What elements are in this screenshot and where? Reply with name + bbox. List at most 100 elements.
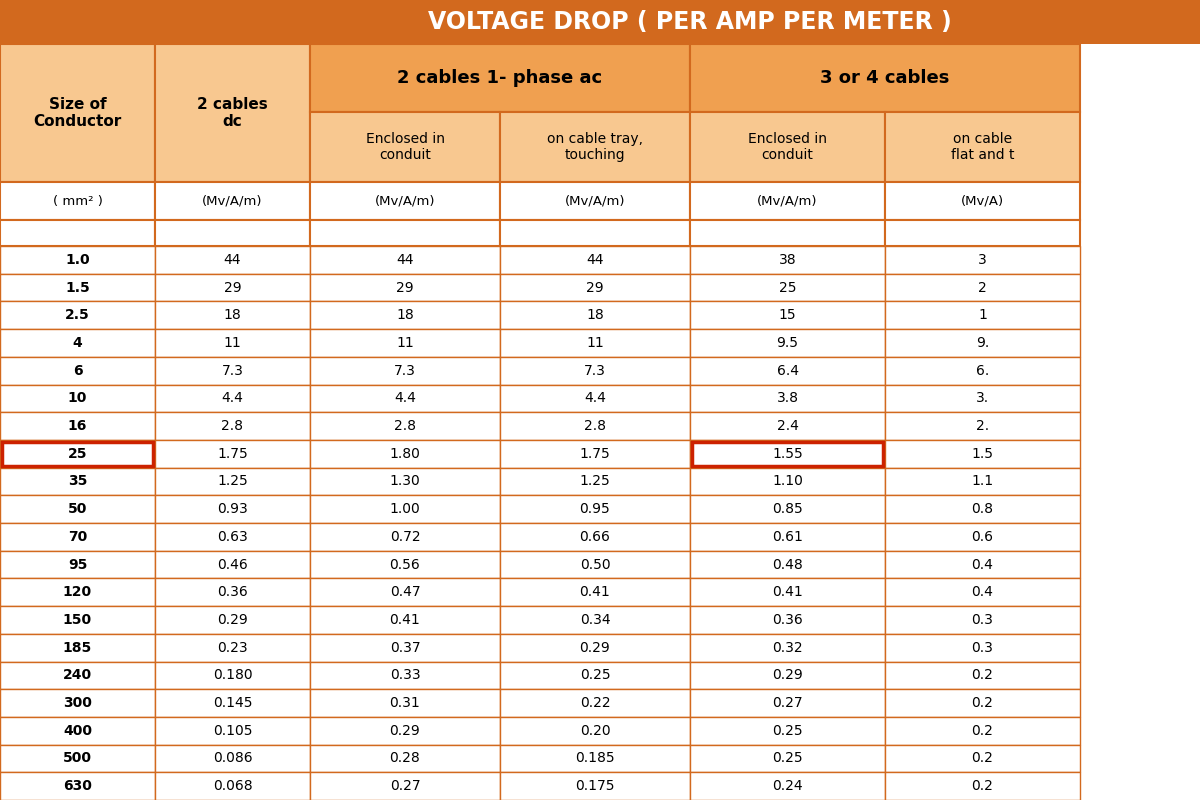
Text: 0.2: 0.2 <box>972 779 994 793</box>
Text: 0.32: 0.32 <box>772 641 803 654</box>
Bar <box>310 44 690 112</box>
Text: 11: 11 <box>396 336 414 350</box>
Bar <box>690 495 886 523</box>
Bar <box>886 440 1080 467</box>
Text: 2.4: 2.4 <box>776 419 798 433</box>
Bar <box>310 302 500 329</box>
Bar <box>500 246 690 274</box>
Text: 0.086: 0.086 <box>212 751 252 766</box>
Bar <box>310 717 500 745</box>
Text: 44: 44 <box>223 253 241 267</box>
Text: 3.: 3. <box>976 391 989 406</box>
Bar <box>0 634 155 662</box>
Text: 150: 150 <box>62 613 92 627</box>
Bar <box>886 523 1080 550</box>
Bar <box>0 495 155 523</box>
Bar <box>310 220 500 246</box>
Bar <box>310 662 500 690</box>
Bar <box>0 717 155 745</box>
Bar <box>0 440 155 467</box>
Text: 0.31: 0.31 <box>390 696 420 710</box>
Text: 18: 18 <box>396 308 414 322</box>
Bar <box>155 440 310 467</box>
Bar <box>155 385 310 412</box>
Bar <box>886 550 1080 578</box>
Bar <box>690 745 886 772</box>
Bar <box>500 412 690 440</box>
Bar <box>690 182 886 220</box>
Text: 29: 29 <box>223 281 241 294</box>
Bar <box>886 274 1080 302</box>
Bar <box>500 440 690 467</box>
Bar <box>500 182 690 220</box>
Bar <box>690 220 886 246</box>
Bar <box>0 329 155 357</box>
Bar <box>310 606 500 634</box>
Text: 15: 15 <box>779 308 797 322</box>
Text: 1.80: 1.80 <box>390 446 420 461</box>
Text: 0.36: 0.36 <box>772 613 803 627</box>
Bar <box>886 606 1080 634</box>
Bar <box>690 634 886 662</box>
Bar <box>155 182 310 220</box>
Bar <box>886 220 1080 246</box>
Text: 3 or 4 cables: 3 or 4 cables <box>821 69 949 87</box>
Bar <box>0 745 155 772</box>
Text: 0.4: 0.4 <box>972 558 994 571</box>
Text: 16: 16 <box>68 419 88 433</box>
Bar <box>500 550 690 578</box>
Bar <box>310 182 500 220</box>
Text: 4: 4 <box>73 336 83 350</box>
Bar <box>886 329 1080 357</box>
Text: 0.25: 0.25 <box>772 724 803 738</box>
Text: 4.4: 4.4 <box>222 391 244 406</box>
Text: 29: 29 <box>396 281 414 294</box>
Bar <box>690 772 886 800</box>
Text: 0.95: 0.95 <box>580 502 611 516</box>
Text: 7.3: 7.3 <box>584 364 606 378</box>
Text: 6.4: 6.4 <box>776 364 798 378</box>
Bar <box>886 467 1080 495</box>
Bar <box>886 112 1080 182</box>
Bar <box>310 495 500 523</box>
Text: 0.23: 0.23 <box>217 641 248 654</box>
Bar <box>690 467 886 495</box>
Bar <box>0 302 155 329</box>
Text: 0.20: 0.20 <box>580 724 611 738</box>
Bar <box>155 412 310 440</box>
Text: Enclosed in
conduit: Enclosed in conduit <box>748 132 827 162</box>
Text: 35: 35 <box>68 474 88 489</box>
Bar <box>886 717 1080 745</box>
Bar <box>310 274 500 302</box>
Text: 3.8: 3.8 <box>776 391 798 406</box>
Text: 11: 11 <box>223 336 241 350</box>
Text: 0.27: 0.27 <box>390 779 420 793</box>
Bar <box>886 385 1080 412</box>
Bar <box>155 302 310 329</box>
Text: 185: 185 <box>62 641 92 654</box>
Bar <box>0 182 155 220</box>
Text: 18: 18 <box>223 308 241 322</box>
Bar <box>155 578 310 606</box>
Text: 44: 44 <box>587 253 604 267</box>
Bar <box>886 412 1080 440</box>
Bar <box>0 606 155 634</box>
Bar <box>690 385 886 412</box>
Bar <box>0 357 155 385</box>
Bar <box>690 606 886 634</box>
Bar <box>155 634 310 662</box>
Bar <box>500 302 690 329</box>
Bar <box>886 578 1080 606</box>
Bar <box>310 412 500 440</box>
Bar <box>500 329 690 357</box>
Text: 4.4: 4.4 <box>394 391 416 406</box>
Text: 2.: 2. <box>976 419 989 433</box>
Text: 0.37: 0.37 <box>390 641 420 654</box>
Bar <box>886 634 1080 662</box>
Bar <box>886 302 1080 329</box>
Text: 2: 2 <box>978 281 986 294</box>
Text: 0.2: 0.2 <box>972 724 994 738</box>
Text: 0.145: 0.145 <box>212 696 252 710</box>
Bar <box>155 467 310 495</box>
Text: 1.5: 1.5 <box>65 281 90 294</box>
